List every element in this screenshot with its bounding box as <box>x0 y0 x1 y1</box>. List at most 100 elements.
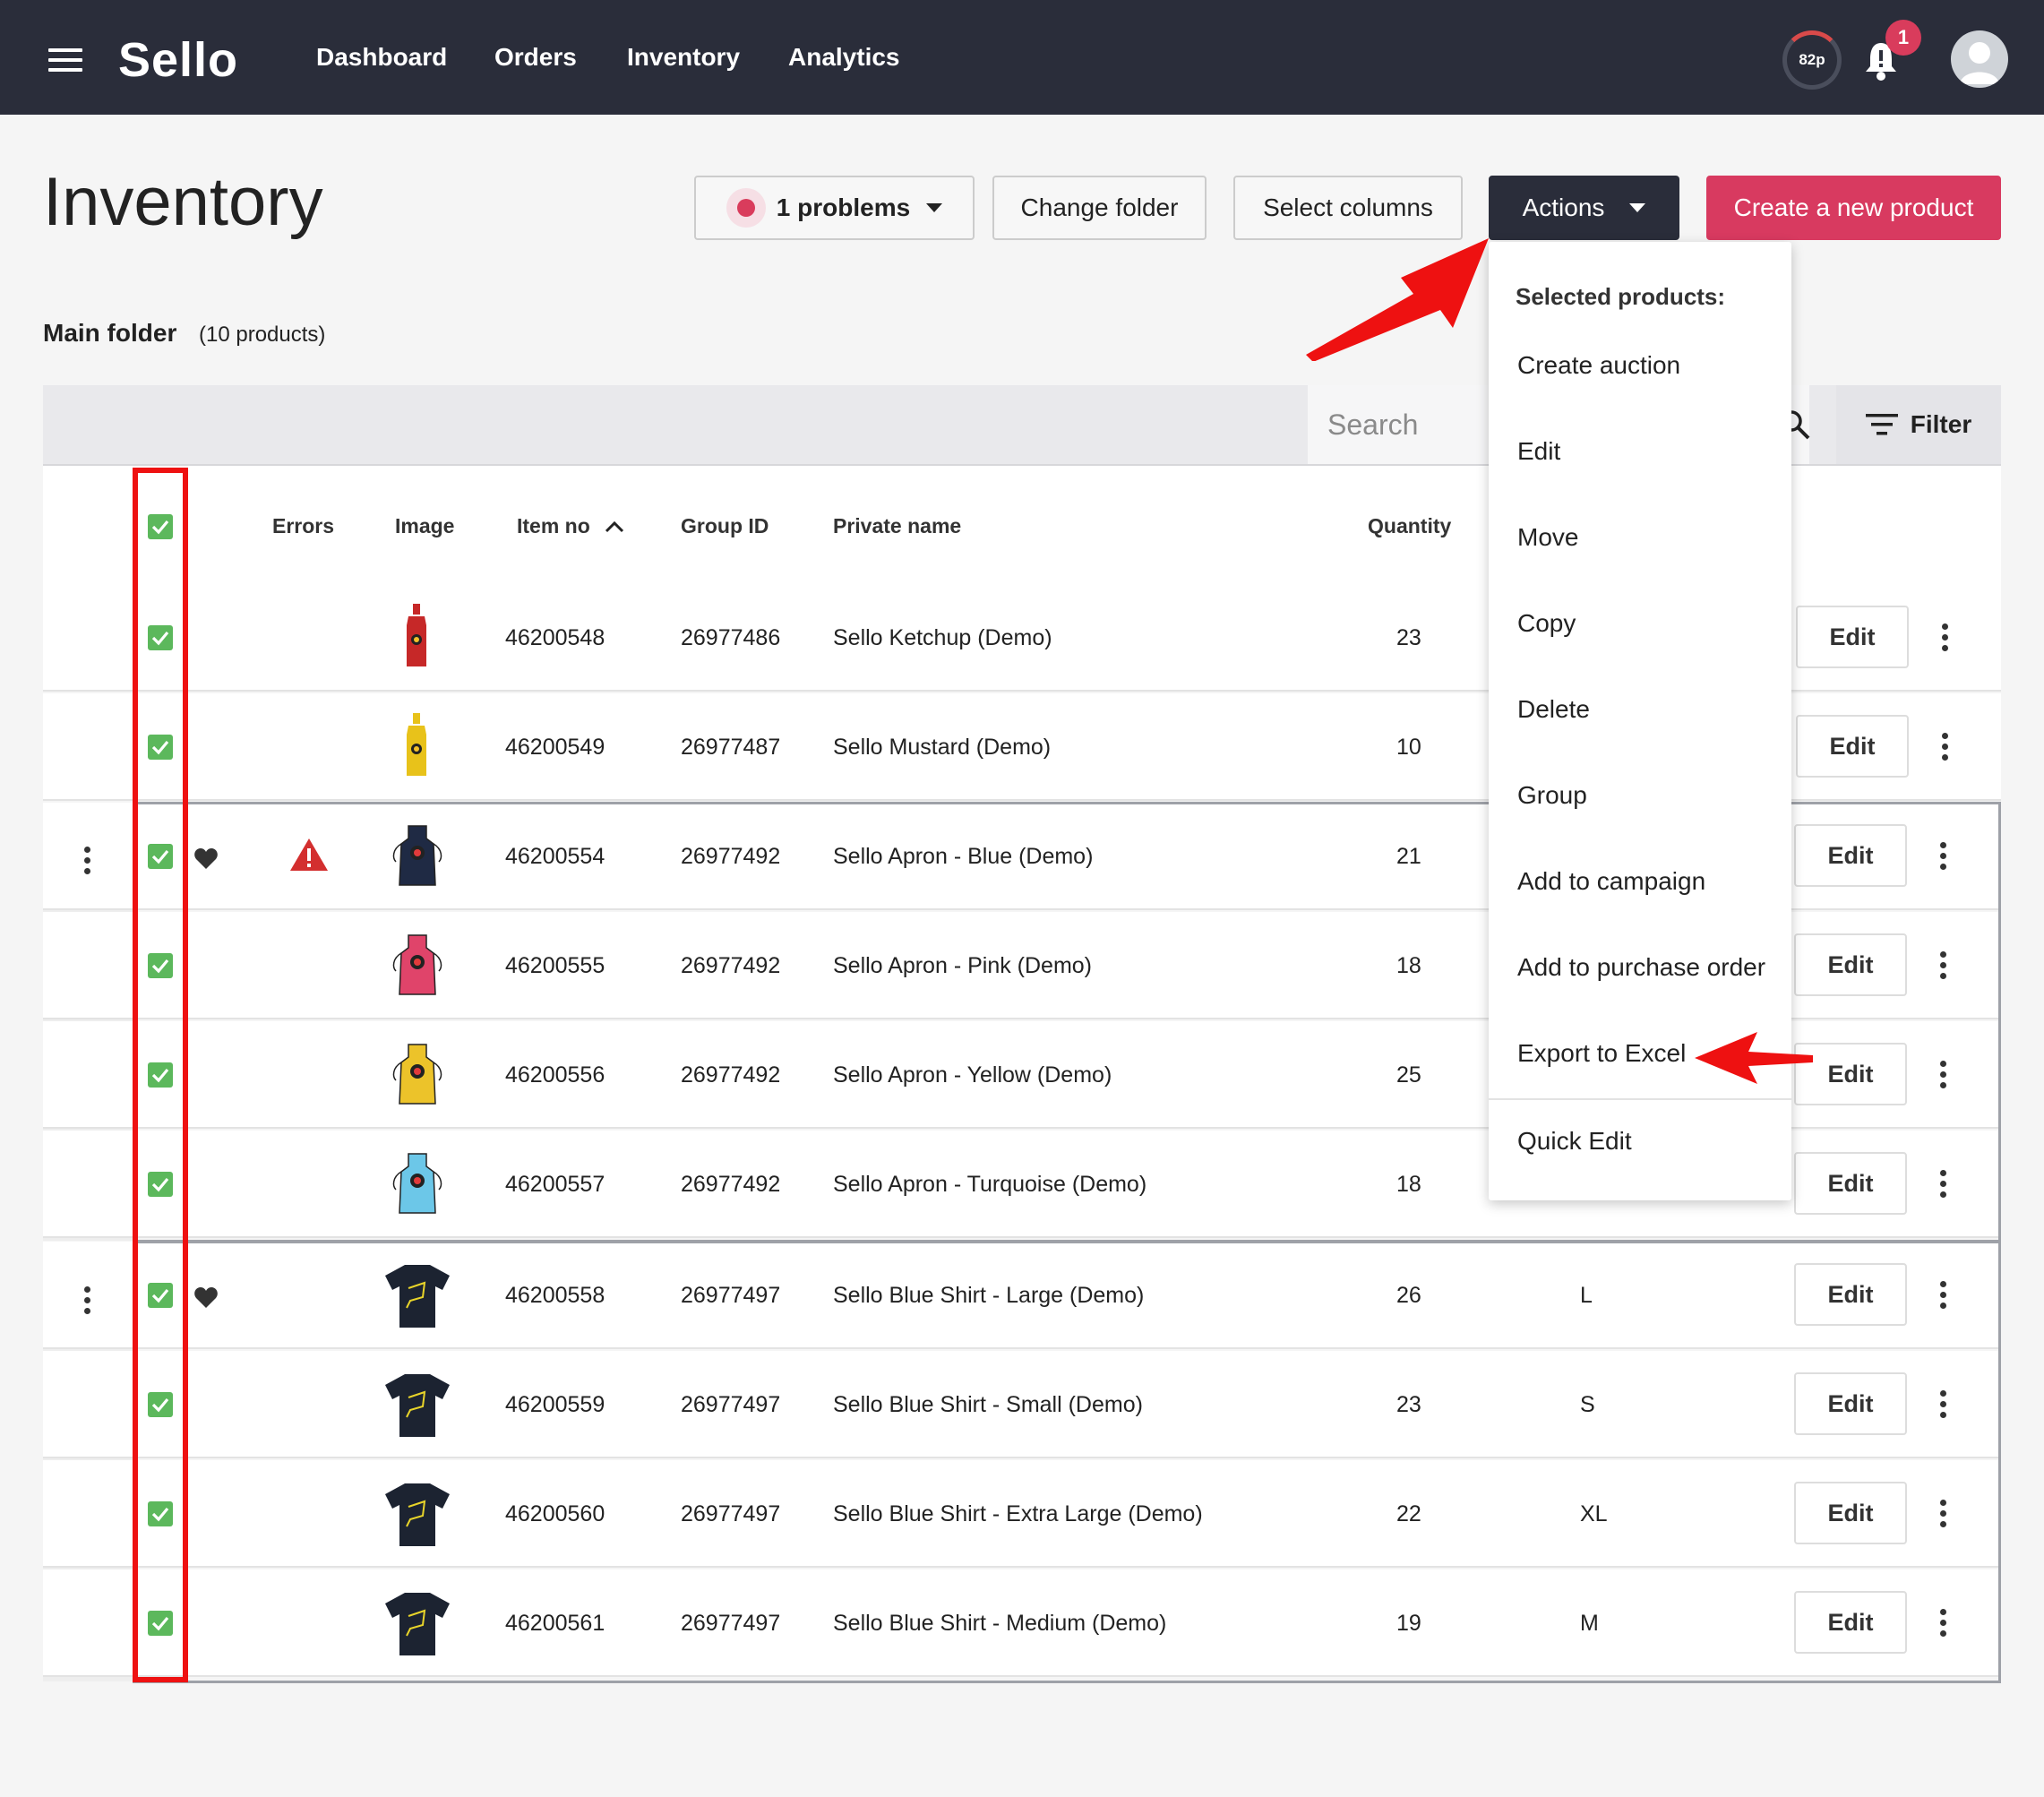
row-checkbox[interactable] <box>148 735 173 760</box>
chevron-down-icon <box>926 203 943 212</box>
col-item-no[interactable]: Item no <box>517 514 624 538</box>
row-menu-icon[interactable] <box>1938 1500 1947 1532</box>
product-image[interactable] <box>391 822 444 891</box>
edit-button[interactable]: Edit <box>1794 1372 1907 1435</box>
item-no: 46200559 <box>505 1392 605 1417</box>
credits-indicator[interactable]: 82p <box>1782 30 1842 90</box>
product-image[interactable] <box>383 1371 451 1443</box>
product-image[interactable] <box>403 713 430 782</box>
col-quantity[interactable]: Quantity <box>1368 514 1452 537</box>
col-private-name[interactable]: Private name <box>833 514 962 537</box>
select-columns-button[interactable]: Select columns <box>1233 176 1463 240</box>
row-menu-icon[interactable] <box>1940 623 1949 656</box>
private-name[interactable]: Sello Blue Shirt - Extra Large (Demo) <box>833 1501 1203 1526</box>
edit-button[interactable]: Edit <box>1794 1043 1907 1105</box>
row-checkbox[interactable] <box>148 953 173 978</box>
menu-quick-edit[interactable]: Quick Edit <box>1517 1127 1632 1155</box>
problems-button[interactable]: 1 problems <box>694 176 975 240</box>
row-menu-icon[interactable] <box>1938 1170 1947 1202</box>
heart-icon[interactable] <box>193 847 219 871</box>
menu-export-to-excel[interactable]: Export to Excel <box>1517 1039 1687 1067</box>
size: M <box>1580 1611 1599 1636</box>
row-menu-icon[interactable] <box>1938 1609 1947 1641</box>
edit-button[interactable]: Edit <box>1794 824 1907 887</box>
menu-edit[interactable]: Edit <box>1517 437 1561 465</box>
nav-analytics[interactable]: Analytics <box>788 43 900 71</box>
private-name[interactable]: Sello Apron - Pink (Demo) <box>833 953 1093 978</box>
table-row[interactable] <box>43 1242 2001 1349</box>
hamburger-menu-icon[interactable] <box>48 48 82 72</box>
heart-icon[interactable] <box>193 1286 219 1310</box>
row-menu-icon[interactable] <box>1940 733 1949 765</box>
row-menu-icon[interactable] <box>1938 1390 1947 1423</box>
menu-delete[interactable]: Delete <box>1517 695 1590 723</box>
menu-copy[interactable]: Copy <box>1517 609 1576 637</box>
edit-button[interactable]: Edit <box>1794 933 1907 996</box>
row-menu-icon[interactable] <box>1938 842 1947 874</box>
product-image[interactable] <box>391 1041 444 1110</box>
nav-inventory[interactable]: Inventory <box>627 43 741 71</box>
item-no: 46200555 <box>505 953 605 978</box>
group-menu-icon[interactable] <box>82 847 91 879</box>
row-menu-icon[interactable] <box>1938 951 1947 984</box>
private-name[interactable]: Sello Apron - Turquoise (Demo) <box>833 1172 1147 1197</box>
group-menu-icon[interactable] <box>82 1286 91 1319</box>
menu-add-to-purchase-order[interactable]: Add to purchase order <box>1517 953 1766 981</box>
avatar[interactable] <box>1951 30 2008 88</box>
create-product-button[interactable]: Create a new product <box>1706 176 2001 240</box>
col-group-id[interactable]: Group ID <box>681 514 769 537</box>
private-name[interactable]: Sello Blue Shirt - Small (Demo) <box>833 1392 1143 1417</box>
row-menu-icon[interactable] <box>1938 1061 1947 1093</box>
quantity: 19 <box>1396 1611 1421 1636</box>
select-all-checkbox[interactable] <box>148 514 173 539</box>
group-id: 26977492 <box>681 844 781 869</box>
edit-button[interactable]: Edit <box>1794 1152 1907 1215</box>
menu-add-to-campaign[interactable]: Add to campaign <box>1517 867 1706 895</box>
actions-button[interactable]: Actions <box>1489 176 1679 240</box>
row-checkbox[interactable] <box>148 625 173 650</box>
row-checkbox[interactable] <box>148 844 173 869</box>
col-errors[interactable]: Errors <box>272 514 335 537</box>
edit-button[interactable]: Edit <box>1796 715 1909 778</box>
private-name[interactable]: Sello Apron - Yellow (Demo) <box>833 1062 1112 1088</box>
product-image[interactable] <box>391 1150 444 1219</box>
product-image[interactable] <box>403 604 430 673</box>
nav-dashboard[interactable]: Dashboard <box>316 43 448 71</box>
private-name[interactable]: Sello Apron - Blue (Demo) <box>833 844 1094 869</box>
edit-button[interactable]: Edit <box>1796 606 1909 668</box>
private-name[interactable]: Sello Blue Shirt - Large (Demo) <box>833 1283 1145 1308</box>
sello-logo[interactable]: Sello <box>118 33 239 87</box>
quantity: 21 <box>1396 844 1421 869</box>
row-checkbox[interactable] <box>148 1611 173 1636</box>
row-menu-icon[interactable] <box>1938 1281 1947 1313</box>
product-image[interactable] <box>383 1589 451 1662</box>
table-row[interactable] <box>43 1351 2001 1458</box>
menu-create-auction[interactable]: Create auction <box>1517 351 1681 379</box>
filter-button[interactable]: Filter <box>1836 385 2001 464</box>
col-image[interactable]: Image <box>395 514 455 537</box>
change-folder-button[interactable]: Change folder <box>992 176 1207 240</box>
item-no: 46200560 <box>505 1501 605 1526</box>
row-checkbox[interactable] <box>148 1283 173 1308</box>
row-checkbox[interactable] <box>148 1501 173 1526</box>
row-checkbox[interactable] <box>148 1172 173 1197</box>
notification-badge: 1 <box>1885 20 1921 56</box>
bell-icon[interactable] <box>1863 38 1899 82</box>
error-warning-icon[interactable] <box>288 837 330 873</box>
private-name[interactable]: Sello Blue Shirt - Medium (Demo) <box>833 1611 1167 1636</box>
private-name[interactable]: Sello Ketchup (Demo) <box>833 625 1052 650</box>
table-row[interactable] <box>43 1569 2001 1677</box>
table-row[interactable] <box>43 1460 2001 1568</box>
edit-button[interactable]: Edit <box>1794 1263 1907 1326</box>
row-checkbox[interactable] <box>148 1062 173 1088</box>
product-image[interactable] <box>391 932 444 1001</box>
edit-button[interactable]: Edit <box>1794 1591 1907 1654</box>
row-checkbox[interactable] <box>148 1392 173 1417</box>
product-image[interactable] <box>383 1261 451 1334</box>
menu-group[interactable]: Group <box>1517 781 1587 809</box>
edit-button[interactable]: Edit <box>1794 1482 1907 1544</box>
nav-orders[interactable]: Orders <box>494 43 577 71</box>
product-image[interactable] <box>383 1480 451 1552</box>
menu-move[interactable]: Move <box>1517 523 1579 551</box>
private-name[interactable]: Sello Mustard (Demo) <box>833 735 1052 760</box>
